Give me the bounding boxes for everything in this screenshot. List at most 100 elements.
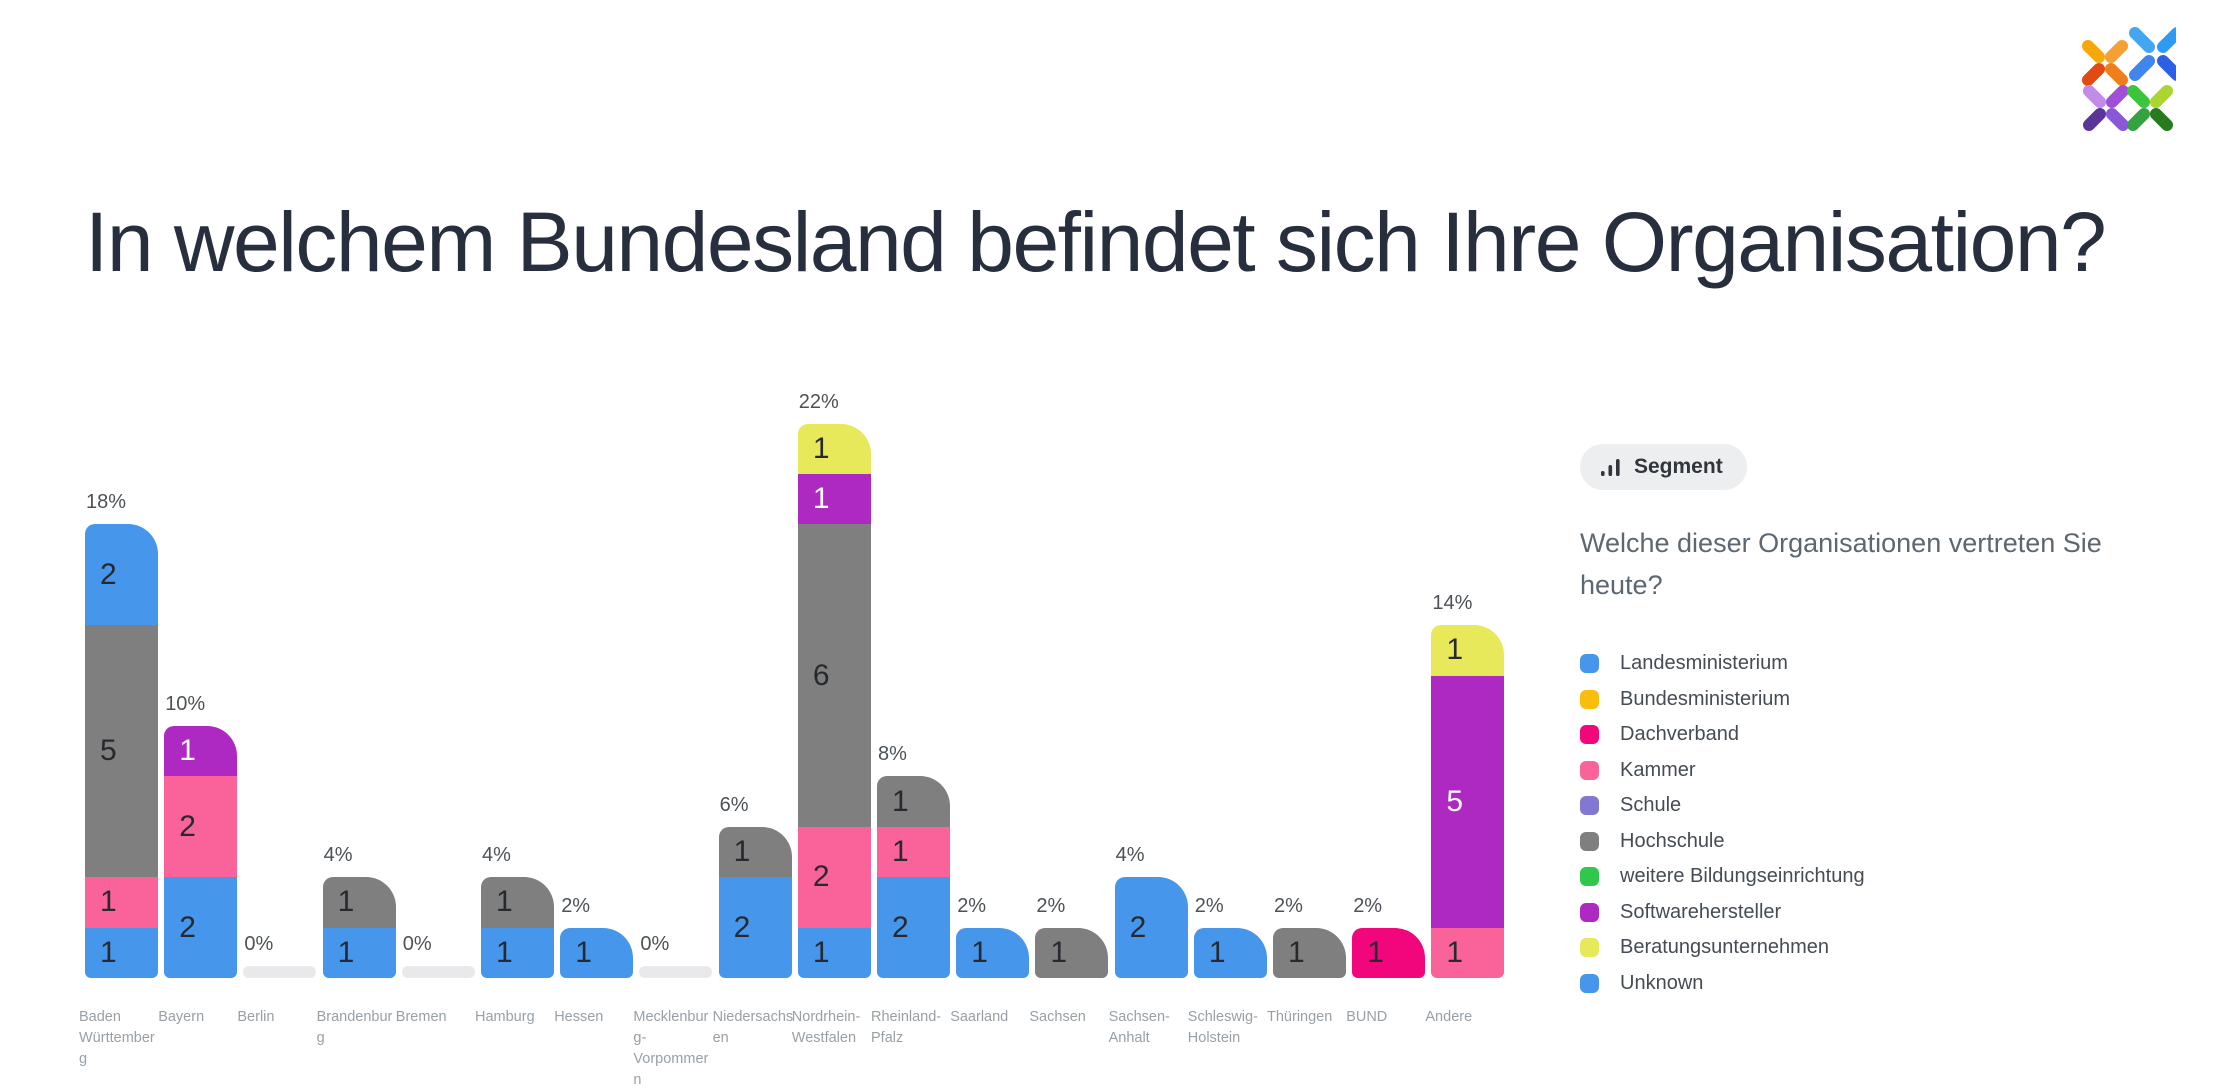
page-title: In welchem Bundesland befindet sich Ihre… [85,195,2107,290]
legend-item-bundesministerium[interactable]: Bundesministerium [1580,682,1865,718]
segment-value-label: 1 [1367,935,1384,969]
segment-question: Welche dieser Organisationen vertreten S… [1580,528,2102,601]
legend-item-label: Unknown [1620,971,1704,994]
legend-item-label: Kammer [1620,758,1696,781]
segment-value-label: 2 [179,910,196,944]
bar-segment-kammer: 2 [164,776,238,878]
segment-button[interactable]: Segment [1580,444,1747,490]
bar-percent-label: 4% [1115,844,1145,867]
segment-value-label: 1 [1208,935,1226,969]
stacked-bar: 1 [1352,927,1426,978]
bar-percent-label: 22% [798,390,839,413]
segment-value-label: 1 [100,885,117,919]
legend-item-weitere-bildungseinrichtung[interactable]: weitere Bildungseinrichtung [1580,859,1865,895]
segment-value-label: 1 [1446,935,1464,969]
bar-segment-kammer: 1 [1431,927,1505,978]
legend-color-swatch [1580,938,1599,958]
chart-column: 14% 1 5 1 Andere [1425,0,1505,1088]
brand-logo [2062,14,2183,143]
stacked-bar: 1 5 1 [1431,625,1505,978]
empty-bar-placeholder [401,966,475,978]
segment-value-label: 1 [496,885,513,919]
legend-color-swatch [1580,725,1599,745]
bar-segment-landesministerium: 2 [1114,877,1188,978]
bar-segment-kammer: 2 [797,826,871,928]
bar-percent-label: 0% [244,933,274,955]
bar-percent-label: 2% [1274,894,1303,917]
legend-item-schule[interactable]: Schule [1580,788,1865,824]
bar-percent-label: 2% [1036,894,1066,917]
bar-percent-label: 0% [640,933,670,955]
legend-color-swatch [1580,760,1599,780]
segment-value-label: 1 [892,784,909,818]
bar-segment-landesministerium: 1 [85,927,158,978]
segment-value-label: 1 [496,935,513,969]
legend-item-softwarehersteller[interactable]: Softwarehersteller [1580,895,1865,931]
x-axis-label: Hamburg [475,1009,535,1025]
legend-color-swatch [1580,973,1599,993]
segment-value-label: 1 [1288,935,1305,969]
chart-column: 2% 1 Schleswig-Holstein [1188,0,1267,1088]
segment-legend: Landesministerium Bundesministerium Dachve… [1580,646,1865,1001]
stacked-bar: 2 5 1 1 [85,524,158,978]
legend-item-beratungsunternehmen[interactable]: Beratungsunternehmen [1580,930,1865,966]
chart-column: 4% 2 Sachsen-Anhalt [1109,0,1188,1088]
x-axis-label: Bremen [395,1009,447,1025]
legend-item-label: Beratungsunternehmen [1620,936,1830,959]
bar-segment-landesministerium: 1 [1193,927,1267,978]
legend-item-label: Dachverband [1620,723,1739,746]
x-axis-label: Sachsen [1029,1009,1086,1025]
chart-column: 0% Bremen [396,0,475,1088]
bar-segment-landesministerium: 1 [560,927,634,978]
chart-column: 2% 1 BUND [1346,0,1426,1088]
segment-value-label: 1 [100,935,117,969]
bar-percent-label: 2% [1194,894,1224,917]
x-axis-label: Sachsen-Anhalt [1108,1009,1170,1047]
legend-item-unknown[interactable]: Unknown [1580,966,1865,1002]
bar-percent-label: 0% [402,933,432,955]
segment-value-label: 1 [179,734,196,768]
x-axis-label: Saarland [950,1009,1009,1025]
legend-item-label: Softwarehersteller [1620,900,1782,923]
chart-column: 8% 1 1 2 Rheinland-Pfalz [871,0,950,1088]
bar-percent-label: 18% [86,491,127,514]
bar-segment-landesministerium: 1 [797,927,871,978]
legend-item-label: weitere Bildungseinrichtung [1620,865,1865,888]
bar-segment-softwarehersteller: 1 [797,474,871,525]
bar-segment-landesministerium: 2 [718,877,792,978]
stacked-bar: 1 [1035,927,1109,978]
legend-item-landesministerium[interactable]: Landesministerium [1580,646,1865,682]
empty-bar-placeholder [243,966,317,978]
chart-column: 2% 1 Thüringen [1267,0,1346,1088]
x-axis-label: Berlin [237,1009,275,1025]
stacked-bar: 2 [1114,877,1188,978]
chart-column: 2% 1 Hessen [554,0,634,1088]
bar-segment-kammer: 1 [85,877,158,928]
bar-percent-label: 2% [561,894,591,917]
segment-value-label: 1 [733,835,751,868]
bar-segment-beratungsunternehmen: 1 [797,423,871,474]
x-axis-label: Niedersachsen [712,1009,794,1047]
legend-color-swatch [1580,689,1599,709]
segment-value-label: 6 [812,658,830,692]
stacked-bar: 1 1 2 [877,776,950,978]
x-axis-label: Baden Württemberg [79,1009,155,1068]
legend-item-label: Schule [1620,794,1682,817]
legend-item-kammer[interactable]: Kammer [1580,753,1865,789]
colorful-x-pattern-logo-icon [2082,27,2183,131]
legend-item-hochschule[interactable]: Hochschule [1580,824,1865,860]
stacked-bar: 1 2 2 [164,726,238,978]
bar-segment-hochschule: 1 [1035,927,1109,978]
segment-value-label: 1 [812,482,830,516]
segment-value-label: 2 [733,910,751,944]
legend-color-swatch [1580,867,1599,887]
stacked-bar: 1 [1273,927,1346,978]
legend-item-dachverband[interactable]: Dachverband [1580,717,1865,753]
segment-value-label: 2 [100,557,117,591]
bar-percent-label: 4% [482,844,511,867]
chart-column: 0% Berlin [237,0,317,1088]
bar-segment-kammer: 1 [877,826,950,878]
